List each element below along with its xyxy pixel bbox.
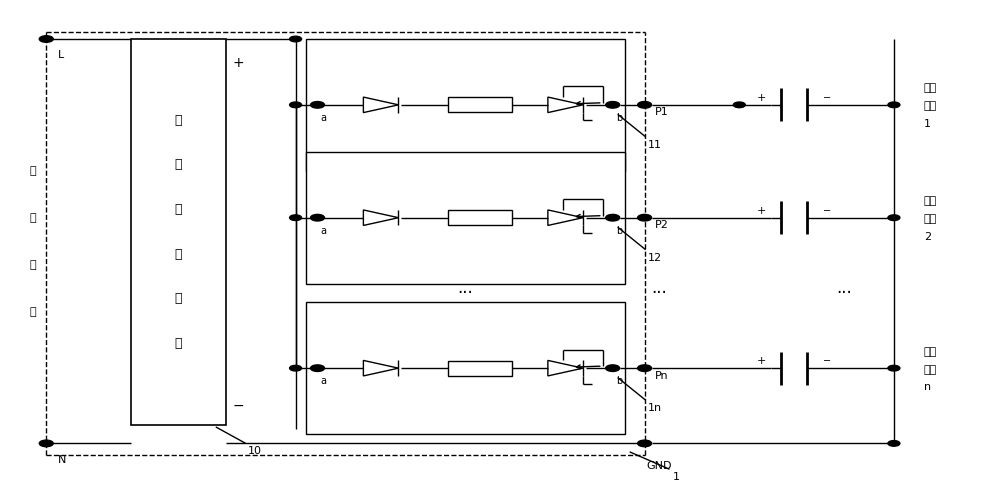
Bar (306, 152, 625, 284)
Text: 模: 模 (175, 292, 182, 305)
Circle shape (888, 440, 900, 446)
Bar (306, 39, 625, 170)
Text: b: b (616, 113, 622, 123)
Circle shape (290, 215, 302, 221)
Text: a: a (320, 376, 326, 386)
Text: 总: 总 (175, 114, 182, 127)
Circle shape (888, 102, 900, 108)
Text: −: − (823, 356, 831, 366)
Text: Pn: Pn (655, 370, 668, 381)
Text: 电容: 电容 (924, 365, 937, 375)
Text: 1: 1 (924, 119, 931, 129)
Text: 电容: 电容 (924, 101, 937, 111)
Circle shape (638, 440, 652, 447)
Text: a: a (320, 226, 326, 236)
Text: b: b (616, 376, 622, 386)
Text: 储能: 储能 (924, 196, 937, 206)
Text: 控: 控 (175, 158, 182, 171)
Text: +: + (757, 206, 766, 215)
Circle shape (39, 36, 53, 43)
Circle shape (888, 365, 900, 371)
Bar (448, 210, 512, 225)
Text: 电: 电 (30, 260, 36, 270)
Text: b: b (616, 226, 622, 236)
Text: N: N (58, 455, 67, 465)
Text: 电: 电 (175, 248, 182, 261)
Text: −: − (823, 93, 831, 103)
Text: ···: ··· (836, 284, 852, 302)
Circle shape (290, 36, 302, 42)
Circle shape (888, 215, 900, 221)
Bar (448, 97, 512, 113)
Text: a: a (320, 113, 326, 123)
Circle shape (290, 365, 302, 371)
Bar (448, 361, 512, 376)
Text: L: L (58, 50, 64, 60)
Circle shape (638, 214, 652, 221)
Text: n: n (924, 383, 931, 393)
Text: −: − (233, 399, 244, 413)
Circle shape (638, 101, 652, 108)
Text: 电容: 电容 (924, 214, 937, 224)
Text: 外: 外 (30, 166, 36, 176)
Circle shape (606, 214, 620, 221)
Text: 储能: 储能 (924, 347, 937, 357)
Circle shape (606, 365, 620, 371)
Text: 块: 块 (175, 337, 182, 350)
Text: ···: ··· (457, 284, 473, 302)
Text: ···: ··· (652, 284, 667, 302)
Text: 部: 部 (30, 213, 36, 223)
Circle shape (311, 214, 324, 221)
Text: P2: P2 (655, 220, 668, 230)
Circle shape (733, 102, 745, 108)
Text: 2: 2 (924, 232, 931, 242)
Text: −: − (823, 206, 831, 215)
Circle shape (638, 365, 652, 371)
Circle shape (311, 365, 324, 371)
Text: 12: 12 (648, 253, 662, 263)
Text: 11: 11 (648, 140, 662, 150)
Circle shape (290, 102, 302, 108)
Text: 1: 1 (673, 471, 680, 482)
Text: 10: 10 (248, 446, 262, 456)
Text: +: + (757, 356, 766, 366)
Bar (306, 302, 625, 434)
Bar (131, 39, 226, 425)
Text: 源: 源 (30, 307, 36, 317)
Text: 充: 充 (175, 203, 182, 216)
Text: GND: GND (647, 461, 672, 471)
Text: 1n: 1n (648, 403, 662, 413)
Text: +: + (757, 93, 766, 103)
Circle shape (606, 101, 620, 108)
Circle shape (39, 440, 53, 447)
Circle shape (311, 101, 324, 108)
Text: 储能: 储能 (924, 84, 937, 93)
Text: +: + (233, 56, 244, 70)
Text: P1: P1 (655, 107, 668, 117)
